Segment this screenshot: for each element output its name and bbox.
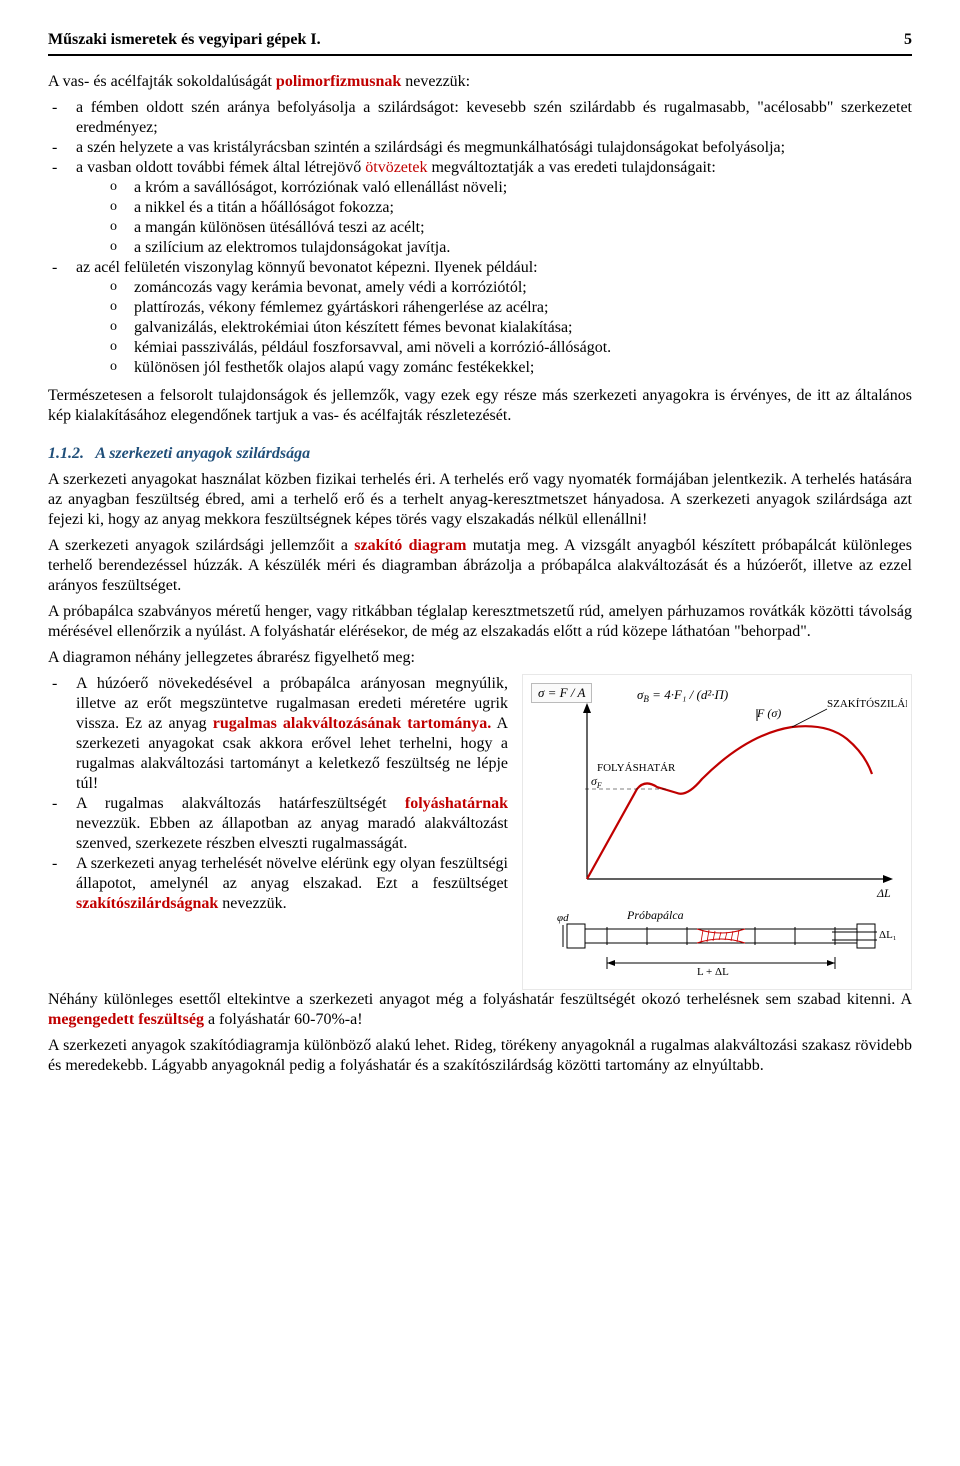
bottom-p1-term-megengedett: megengedett feszültség	[48, 1011, 204, 1028]
b3-pre: a vasban oldott további fémek által létr…	[76, 159, 365, 176]
intro-paragraph: A vas- és acélfajták sokoldalúságát poli…	[48, 72, 912, 92]
label-phi-d: φd	[557, 912, 569, 924]
paragraph-4: A diagramon néhány jellegzetes ábrarész …	[48, 648, 912, 668]
diag-b2: A rugalmas alakváltozás határfeszültségé…	[48, 794, 508, 854]
diag-b3: A szerkezeti anyag terhelését növelve el…	[48, 854, 508, 914]
b4-s2: plattírozás, vékony fémlemez gyártáskori…	[76, 298, 912, 318]
page-number: 5	[904, 30, 912, 50]
b4-s3: galvanizálás, elektrokémiai úton készíte…	[76, 318, 912, 338]
paragraph-3: A próbapálca szabványos méretű henger, v…	[48, 602, 912, 642]
b4-text: az acél felületén viszonylag könnyű bevo…	[76, 259, 538, 276]
diagram-bullets-column: A húzóerő növekedésével a próbapálca ará…	[48, 674, 508, 922]
top-bullet-list: a fémben oldott szén aránya befolyásolja…	[48, 98, 912, 378]
label-szakitoszilardsag: SZAKÍTÓSZILÁRDSÁG	[827, 698, 907, 710]
b3-s1: a króm a savállóságot, korróziónak való …	[76, 178, 912, 198]
b4-s1: zománcozás vagy kerámia bevonat, amely v…	[76, 278, 912, 298]
y-axis-label: F (σ)	[756, 706, 781, 720]
b3-s4: a szilícium az elektromos tulajdonságoka…	[76, 238, 912, 258]
b3-post: megváltoztatják a vas eredeti tulajdonsá…	[427, 159, 715, 176]
bullet-2: a szén helyzete a vas kristályrácsban sz…	[48, 138, 912, 158]
p2-term-szakito-diagram: szakító diagram	[354, 537, 466, 554]
tensile-diagram-svg: σ = F / A σB = 4·F₁ / (d²·Π) F (σ) ΔL SZ…	[527, 679, 907, 979]
bottom-p1-pre: Néhány különleges esettől eltekintve a s…	[48, 991, 912, 1008]
b3-term-otvozetek: ötvözetek	[365, 159, 427, 176]
page-header: Műszaki ismeretek és vegyipari gépek I. …	[48, 30, 912, 50]
diagram-column: σ = F / A σB = 4·F₁ / (d²·Π) F (σ) ΔL SZ…	[522, 674, 912, 990]
bottom-paragraph-1: Néhány különleges esettől eltekintve a s…	[48, 990, 912, 1030]
diag-b2-pre: A rugalmas alakváltozás határfeszültségé…	[76, 795, 405, 812]
sec-title: A szerkezeti anyagok szilárdsága	[95, 445, 310, 462]
diag-b3-pre: A szerkezeti anyag terhelését növelve el…	[76, 855, 508, 892]
formula-sigma: σ = F / A	[531, 683, 592, 703]
header-rule	[48, 54, 912, 56]
section-heading-1-1-2: 1.1.2. A szerkezeti anyagok szilárdsága	[48, 444, 912, 464]
diagram-bullets: A húzóerő növekedésével a próbapálca ará…	[48, 674, 508, 914]
formula-sigma-b: σB = 4·F₁ / (d²·Π)	[637, 687, 728, 704]
diag-b2-post: nevezzük. Ebben az állapotban az anyag m…	[76, 815, 508, 852]
bullet-1: a fémben oldott szén aránya befolyásolja…	[48, 98, 912, 138]
intro-post: nevezzük:	[401, 73, 470, 90]
sec-num: 1.1.2.	[48, 445, 84, 462]
diag-b1-term-rugalmas: rugalmas alakváltozásának tartománya.	[213, 715, 491, 732]
probapalca-drawing: Próbapálca φd ΔL₁ L + ΔL	[557, 908, 897, 978]
label-probapalca: Próbapálca	[626, 908, 684, 922]
diag-b3-post: nevezzük.	[218, 895, 286, 912]
b4-s4: kémiai passziválás, például foszforsavva…	[76, 338, 912, 358]
b3-s3: a mangán különösen ütésállóvá teszi az a…	[76, 218, 912, 238]
header-title: Műszaki ismeretek és vegyipari gépek I.	[48, 30, 321, 50]
label-dL1: ΔL₁	[879, 929, 897, 941]
bullet-4: az acél felületén viszonylag könnyű bevo…	[48, 258, 912, 378]
summary-paragraph: Természetesen a felsorolt tulajdonságok …	[48, 386, 912, 426]
bottom-paragraph-2: A szerkezeti anyagok szakítódiagramja kü…	[48, 1036, 912, 1076]
bottom-p1-post: a folyáshatár 60-70%-a!	[204, 1011, 363, 1028]
label-folyashatar: FOLYÁSHATÁR	[597, 762, 676, 774]
bullet-3: a vasban oldott további fémek által létr…	[48, 158, 912, 258]
b4-s5: különösen jól festhetők olajos alapú vag…	[76, 358, 912, 378]
diagram-section: A húzóerő növekedésével a próbapálca ará…	[48, 674, 912, 990]
tensile-diagram: σ = F / A σB = 4·F₁ / (d²·Π) F (σ) ΔL SZ…	[522, 674, 912, 990]
x-axis-label: ΔL	[876, 886, 891, 900]
diag-b3-term-szakitoszil: szakítószilárdságnak	[76, 895, 218, 912]
p2-pre: A szerkezeti anyagok szilárdsági jellemz…	[48, 537, 354, 554]
paragraph-1: A szerkezeti anyagokat használat közben …	[48, 470, 912, 530]
diag-b2-term-folyashatar: folyáshatárnak	[405, 795, 508, 812]
diag-b1: A húzóerő növekedésével a próbapálca ará…	[48, 674, 508, 794]
stress-strain-curve	[587, 726, 872, 879]
b3-sublist: a króm a savállóságot, korróziónak való …	[76, 178, 912, 258]
intro-pre: A vas- és acélfajták sokoldalúságát	[48, 73, 276, 90]
b3-s2: a nikkel és a titán a hőállóságot fokozz…	[76, 198, 912, 218]
label-L-dL: L + ΔL	[697, 966, 729, 978]
b4-sublist: zománcozás vagy kerámia bevonat, amely v…	[76, 278, 912, 378]
intro-term-polimorfizmus: polimorfizmusnak	[276, 73, 401, 90]
label-sigma-f: σF	[591, 774, 602, 790]
paragraph-2: A szerkezeti anyagok szilárdsági jellemz…	[48, 536, 912, 596]
